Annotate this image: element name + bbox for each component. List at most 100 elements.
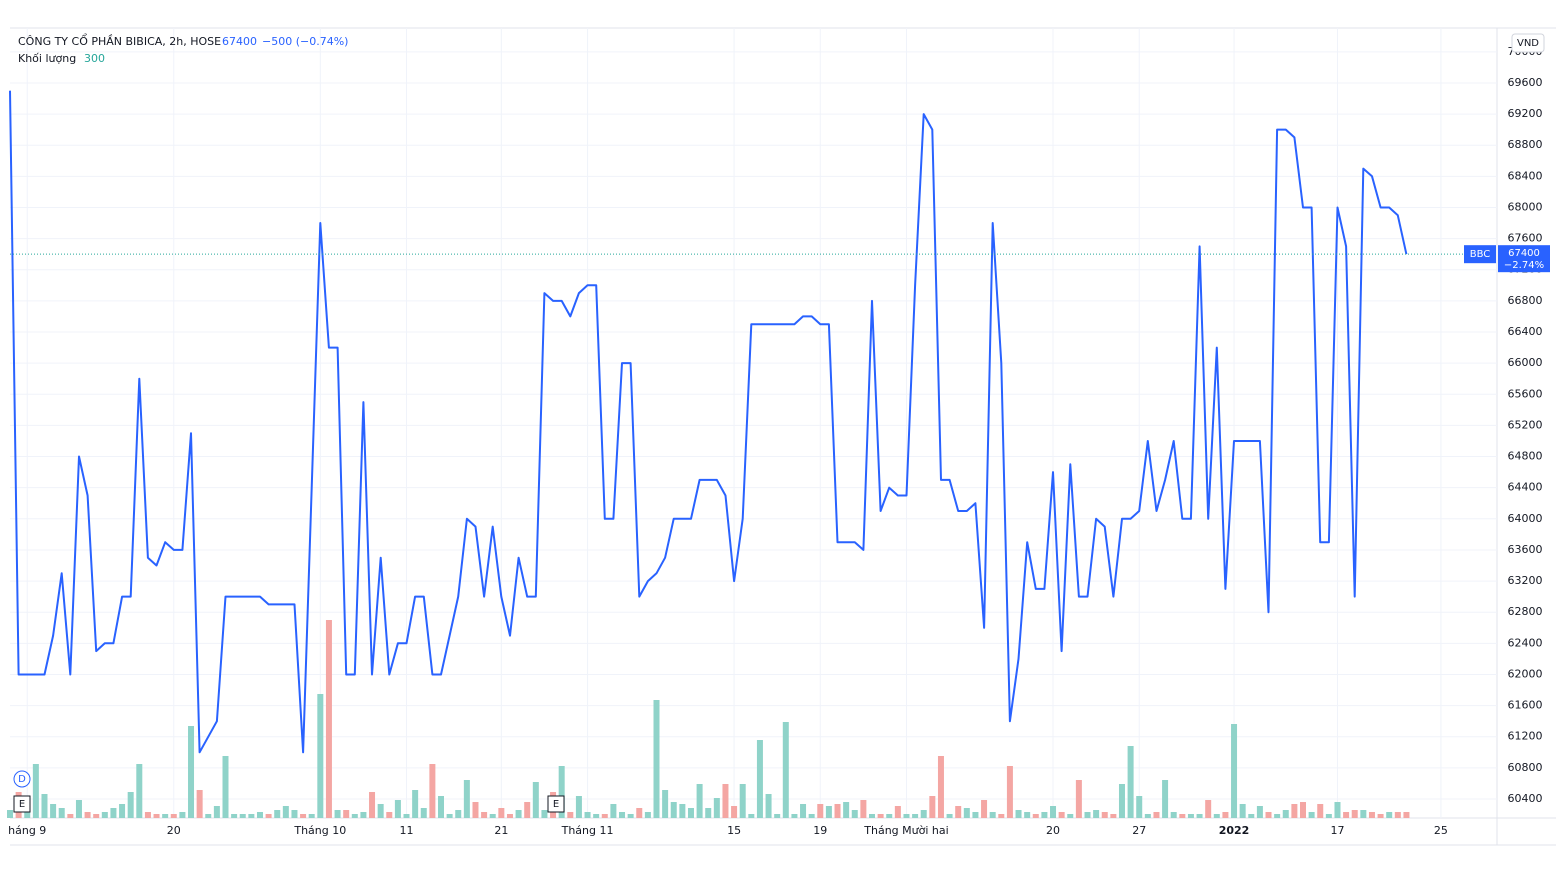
marker-dividend[interactable] [13,770,31,788]
volume-bar [843,802,850,818]
volume-bar [825,806,832,818]
x-tick-label: 11 [400,824,414,837]
volume-bar [756,740,763,818]
y-tick-label: 66800 [1508,294,1543,307]
volume-bar [1377,814,1384,818]
y-tick-label: 67600 [1508,232,1543,245]
volume-bar [506,814,513,818]
volume-bar [205,814,212,818]
y-tick-label: 66000 [1508,356,1543,369]
volume-bar [248,814,255,818]
volume-bar [438,796,444,818]
volume-bar [162,814,169,818]
plot [9,90,1497,754]
volume-bar [1127,746,1134,818]
volume-bar [300,814,307,818]
volume-bar [67,814,74,818]
volume-bar [489,814,496,818]
volume-bar [1403,812,1410,818]
volume-bar [110,808,117,818]
volume-bar [213,806,220,818]
volume-bar [1291,804,1298,818]
volume-bar [420,808,427,818]
volume-bar [1075,780,1082,818]
currency-button[interactable] [1511,33,1545,53]
volume-bar [998,814,1005,818]
y-tick-label: 64800 [1508,450,1543,463]
price-line [9,90,1408,754]
y-tick-label: 66400 [1508,325,1543,338]
volume-bar [567,812,574,818]
volume-bar [1222,812,1229,818]
currency[interactable]: VND [1517,38,1539,49]
volume-bar [687,808,694,818]
y-tick-label: 60800 [1508,761,1543,774]
volume-bar [636,808,643,818]
volume-bar [377,804,384,818]
volume-bar [429,764,436,818]
volume-bar [1136,796,1143,818]
x-tick-label: 20 [167,824,181,837]
volume-bar [170,814,177,818]
volume-bar [1067,814,1074,818]
volume-bar [1308,812,1315,818]
volume-bar [481,812,488,818]
volume-bar [7,810,13,818]
volume-bar [524,802,531,818]
x-tick-label: 17 [1330,824,1344,837]
volume-bar [670,802,677,818]
y-tick-label: 68400 [1508,169,1543,182]
price-change: −500 (−0.74%) [262,35,348,48]
volume-bar [920,810,927,818]
marker-label[interactable]: D [18,774,26,785]
volume-bar [256,812,263,818]
y-tick-label: 68800 [1508,138,1543,151]
volume-bar [325,620,332,818]
marker-earnings[interactable] [13,795,31,813]
volume-bar [41,794,48,818]
volume-bar [972,812,979,818]
volume-bar [196,790,203,818]
volume-bar [282,806,289,818]
volume-bar [515,810,522,818]
volume-bar [877,814,884,818]
volume-bar [93,814,100,818]
y-tick-label: 65200 [1508,418,1543,431]
volume-bar [222,756,229,818]
volume-bar [1032,814,1039,818]
volume-bar [851,810,858,818]
volume-bar [1274,814,1281,818]
volume-bar [1050,806,1057,818]
volume-bar [903,814,910,818]
volume-bar [351,814,358,818]
volume-bar [619,812,626,818]
volume-bar [58,808,65,818]
volume-bar [1368,812,1375,818]
volume-bar [84,812,91,818]
volume-bar [1170,812,1177,818]
volume-bar [748,814,755,818]
volume-bar [662,790,669,818]
volume-bar [765,794,772,818]
volume-bar [705,808,712,818]
marker-earnings[interactable] [547,795,565,813]
volume-bar [575,796,582,818]
volume-bar [386,812,393,818]
volume-bar [541,810,548,818]
volume-bar [1179,814,1186,818]
volume-bar [1110,814,1117,818]
volume-bar [981,800,988,818]
y-tick-label: 63200 [1508,574,1543,587]
volume-bar [834,804,841,818]
volume-bar [360,812,367,818]
volume-bar [1282,810,1289,818]
volume-bar [1239,804,1246,818]
volume-bar [955,806,962,818]
y-tick-label: 64000 [1508,512,1543,525]
volume-bar [1256,806,1263,818]
marker-label[interactable]: E [553,799,559,810]
marker-label[interactable]: E [19,799,25,810]
volume-bar [912,814,919,818]
volume-bar [369,792,376,818]
